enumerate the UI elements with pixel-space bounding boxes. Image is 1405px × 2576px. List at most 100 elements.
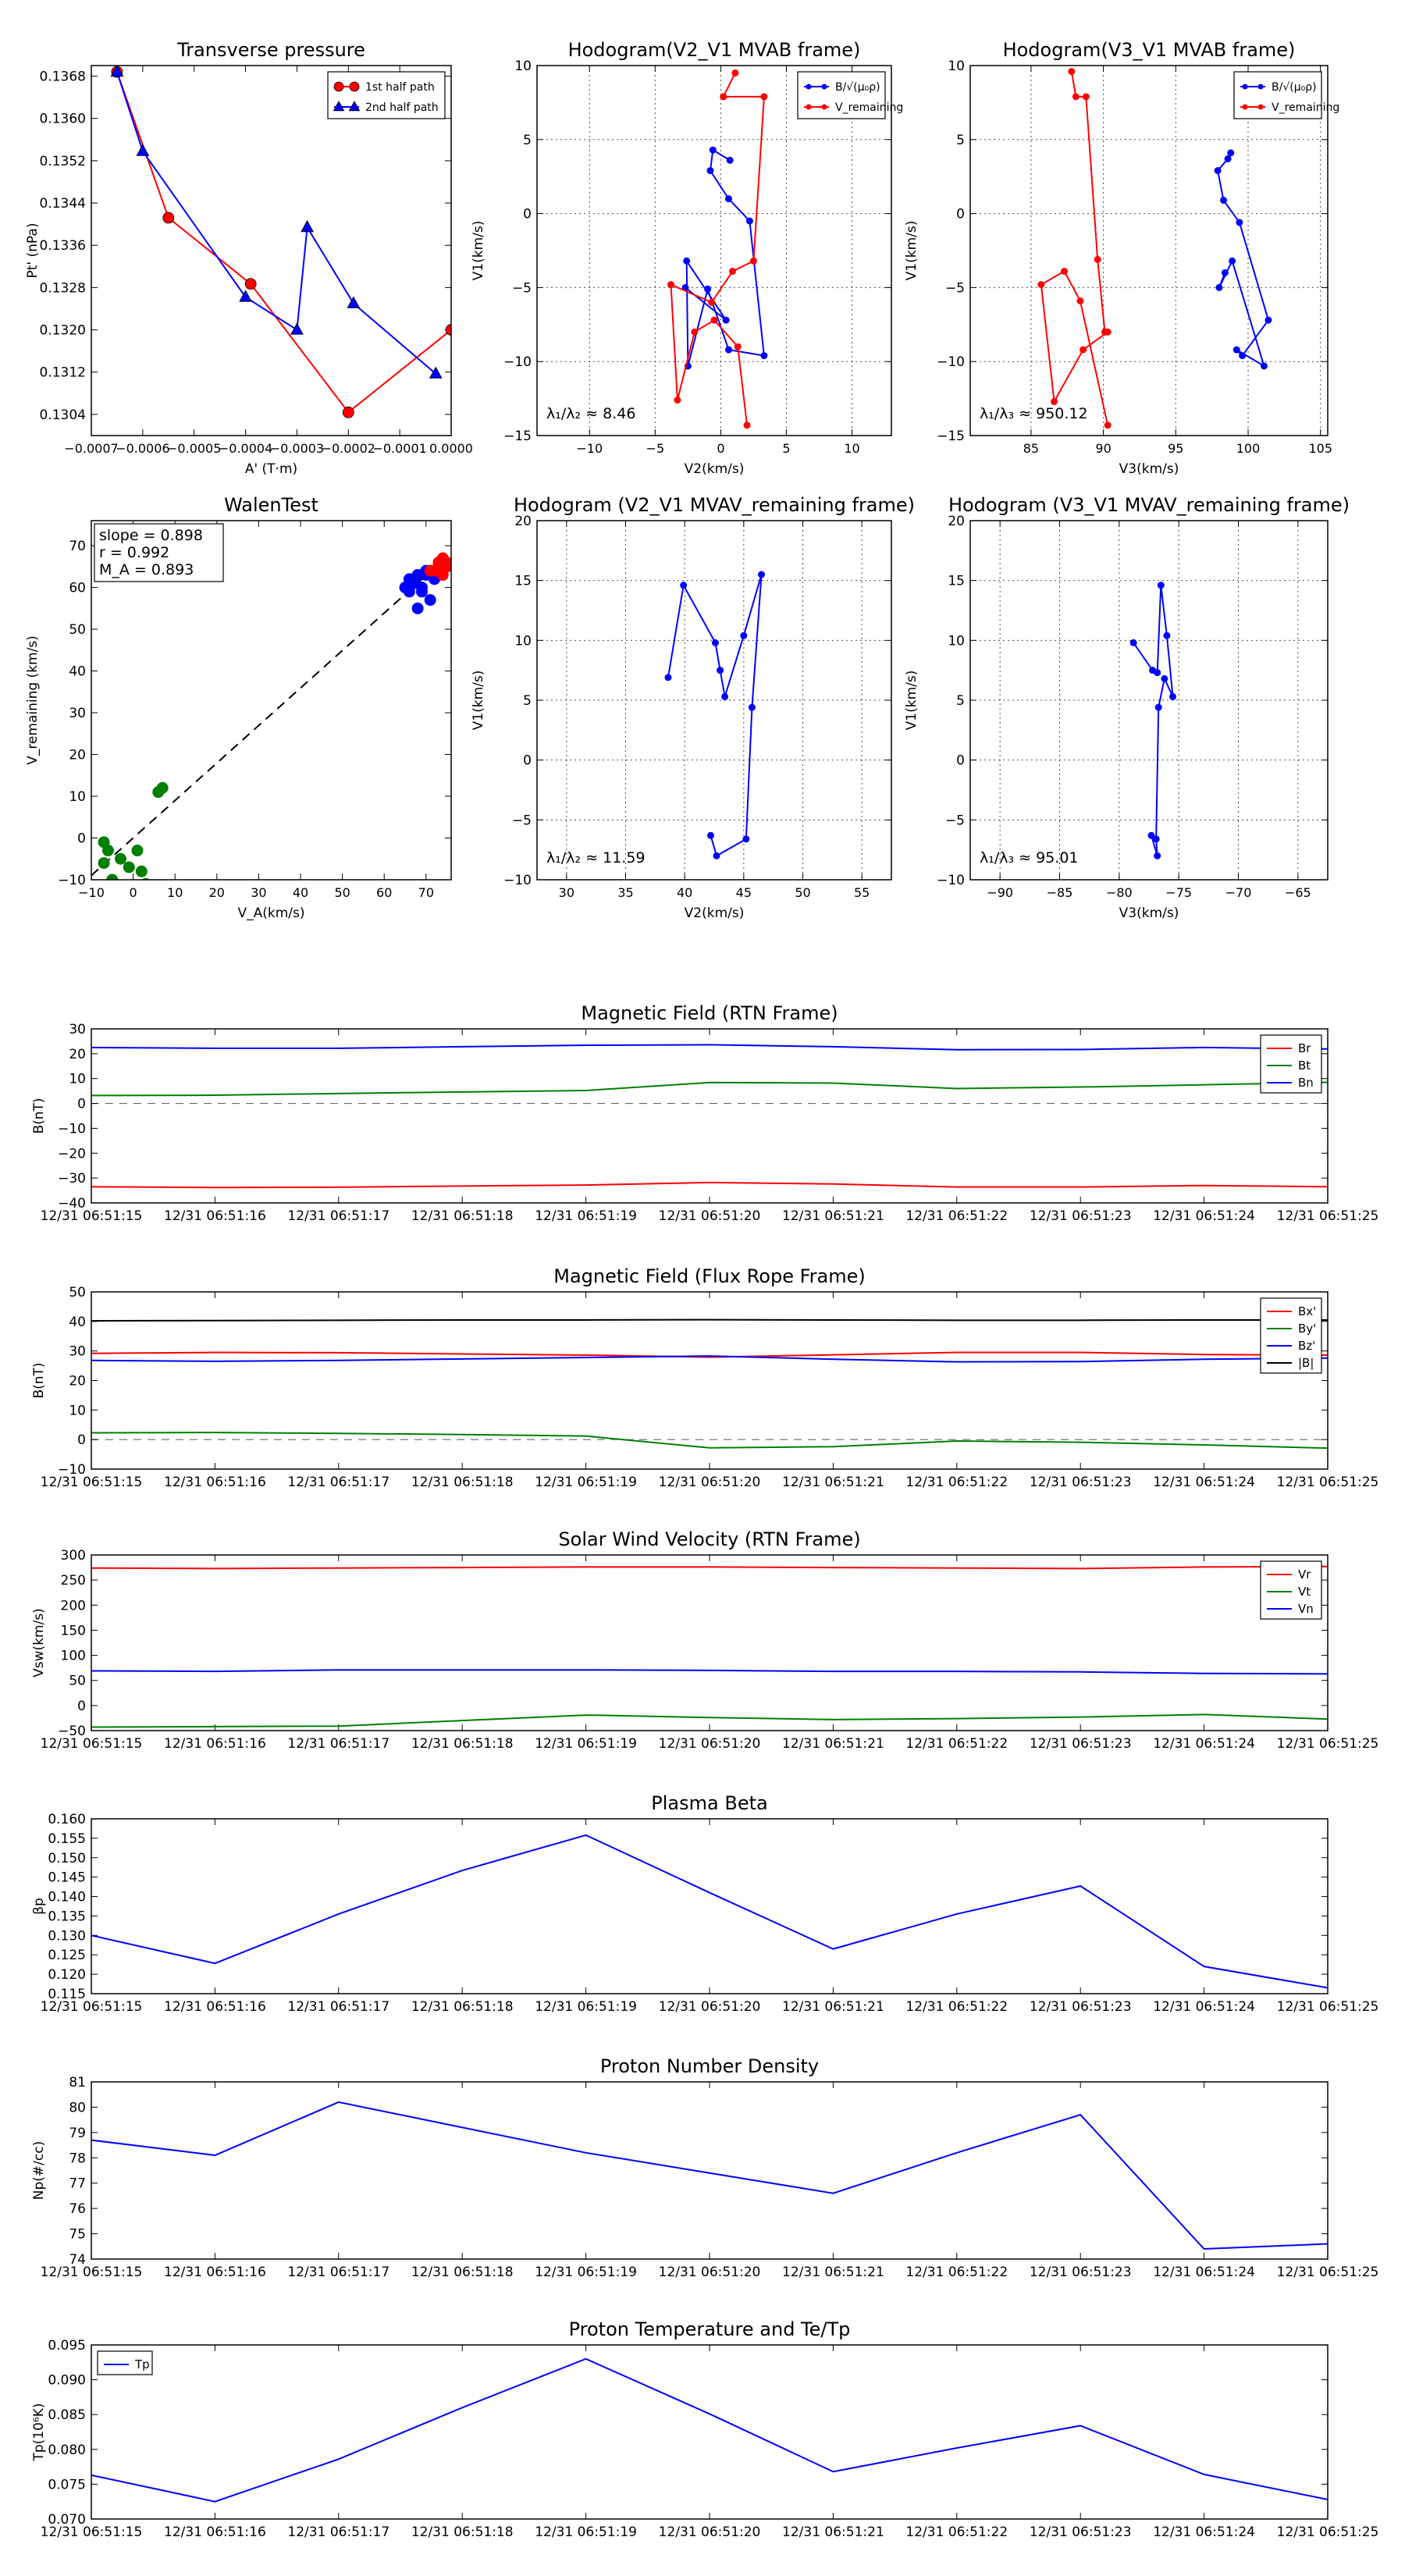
legend-marker [348, 100, 361, 112]
chart-title: Magnetic Field (Flux Rope Frame) [553, 1265, 865, 1287]
data-point [1129, 639, 1137, 646]
x-tick-label: 12/31 06:51:24 [1153, 2524, 1255, 2540]
chart-ts1: Magnetic Field (RTN Frame)12/31 06:51:15… [31, 1002, 1378, 1224]
x-tick-label: 12/31 06:51:21 [782, 2265, 884, 2280]
x-tick-label: 12/31 06:51:25 [1277, 2524, 1379, 2540]
data-point [445, 324, 451, 336]
plot-area [91, 2101, 1328, 2250]
legend-box [797, 71, 886, 119]
legend-marker [333, 81, 344, 92]
legend-label: 2nd half path [365, 101, 439, 114]
chart-pt: Transverse pressure −0.0007−0.0006−0.0005… [25, 39, 473, 477]
plot-frame [91, 1818, 1329, 1994]
data-point [731, 69, 739, 76]
y-tick-label: 0.1320 [40, 323, 86, 339]
x-tick-label: 12/31 06:51:18 [411, 1475, 514, 1490]
x-tick-label: 12/31 06:51:24 [1153, 2265, 1255, 2280]
legend: B/√(μ₀ρ) V_remaining [797, 71, 903, 119]
x-tick-label: 12/31 06:51:23 [1030, 1475, 1132, 1490]
data-point [674, 396, 681, 404]
y-axis-label: V1(km/s) [904, 671, 919, 731]
chart-h4: Hodogram (V3_V1 MVAV_remaining frame)−90… [904, 494, 1350, 921]
series-hodogram [1129, 582, 1177, 859]
series-line [91, 1834, 1328, 1989]
data-point [726, 156, 734, 164]
data-point [1227, 149, 1235, 157]
y-tick-label: −10 [58, 873, 86, 888]
x-tick-label: 12/31 06:51:19 [535, 1999, 637, 2015]
x-tick-label: 0 [130, 885, 137, 900]
chart-title: Transverse pressure [176, 39, 365, 61]
ticks: −0.0007−0.0006−0.0005−0.0004−0.0003−0.00… [40, 66, 473, 456]
data-point [760, 352, 768, 360]
y-tick-label: 79 [69, 2126, 86, 2141]
series-red [424, 552, 451, 582]
plot-frame [91, 1554, 1329, 1731]
x-tick-label: 12/31 06:51:24 [1153, 1475, 1255, 1490]
data-point [734, 343, 742, 350]
y-tick-label: 0.080 [48, 2443, 86, 2458]
data-point [683, 257, 691, 265]
plot-area [1129, 582, 1177, 859]
series-line [670, 73, 765, 425]
legend-marker [806, 84, 812, 90]
ticks: 30 35 40 45 50 55 −10 −5 0 5 10 15 20 [503, 514, 891, 900]
y-tick-label: 0.1312 [40, 365, 86, 381]
y-tick-label: 0.1328 [40, 280, 86, 296]
data-point [717, 667, 724, 674]
data-point [743, 422, 751, 429]
series-By [91, 1432, 1328, 1450]
x-tick-label: 60 [376, 885, 392, 900]
data-point [748, 703, 756, 711]
x-tick-label: 12/31 06:51:17 [287, 1208, 389, 1224]
y-tick-label: 0.160 [48, 1812, 86, 1827]
data-point [1215, 283, 1223, 291]
series-line [91, 1351, 1328, 1358]
plot-frame [91, 65, 452, 436]
data-point [1232, 346, 1240, 354]
y-tick-label: 5 [956, 133, 965, 148]
plot-area [91, 1565, 1328, 1728]
data-point [704, 285, 712, 293]
data-point [429, 366, 443, 379]
x-tick-label: 12/31 06:51:22 [905, 1208, 1008, 1224]
y-tick-label: 5 [523, 133, 532, 148]
y-tick-label: 0.145 [48, 1870, 86, 1886]
y-tick-label: 10 [514, 633, 532, 649]
y-axis-label: V1(km/s) [471, 671, 486, 731]
data-point [1068, 68, 1076, 76]
x-tick-label: 50 [334, 885, 350, 900]
y-tick-label: 10 [69, 789, 86, 805]
series-line [91, 2101, 1328, 2250]
data-point [722, 316, 730, 324]
x-tick-label: 12/31 06:51:22 [905, 1736, 1008, 1752]
series-line [91, 1669, 1328, 1675]
x-tick-label: 12/31 06:51:20 [659, 1736, 761, 1752]
y-tick-label: 150 [61, 1623, 86, 1638]
legend-label: By' [1298, 1322, 1316, 1336]
y-tick-label: 15 [514, 574, 532, 589]
data-point [1221, 269, 1229, 276]
x-tick-label: 12/31 06:51:16 [164, 1475, 266, 1490]
y-tick-label: −15 [503, 429, 532, 444]
data-point [1264, 316, 1272, 324]
series-Br [91, 1181, 1328, 1189]
y-tick-label: 74 [69, 2252, 86, 2268]
y-tick-label: −5 [945, 280, 965, 296]
y-tick-label: 0.085 [48, 2407, 86, 2423]
plot-frame [969, 65, 1329, 436]
x-tick-label: 12/31 06:51:25 [1277, 1736, 1379, 1752]
data-point [101, 845, 114, 857]
gridlines [537, 65, 891, 436]
series-green [98, 781, 169, 880]
y-tick-label: 50 [69, 622, 86, 638]
chart-title: Proton Temperature and Te/Tp [569, 2318, 851, 2340]
stats-box [94, 523, 224, 582]
x-tick-label: 0.0000 [429, 441, 473, 456]
legend-box [327, 71, 446, 119]
y-tick-label: 10 [948, 59, 965, 74]
y-tick-label: −10 [503, 354, 532, 370]
legend-label: Vt [1298, 1585, 1311, 1599]
series-Bt [91, 1081, 1328, 1097]
y-tick-label: 5 [523, 693, 532, 709]
